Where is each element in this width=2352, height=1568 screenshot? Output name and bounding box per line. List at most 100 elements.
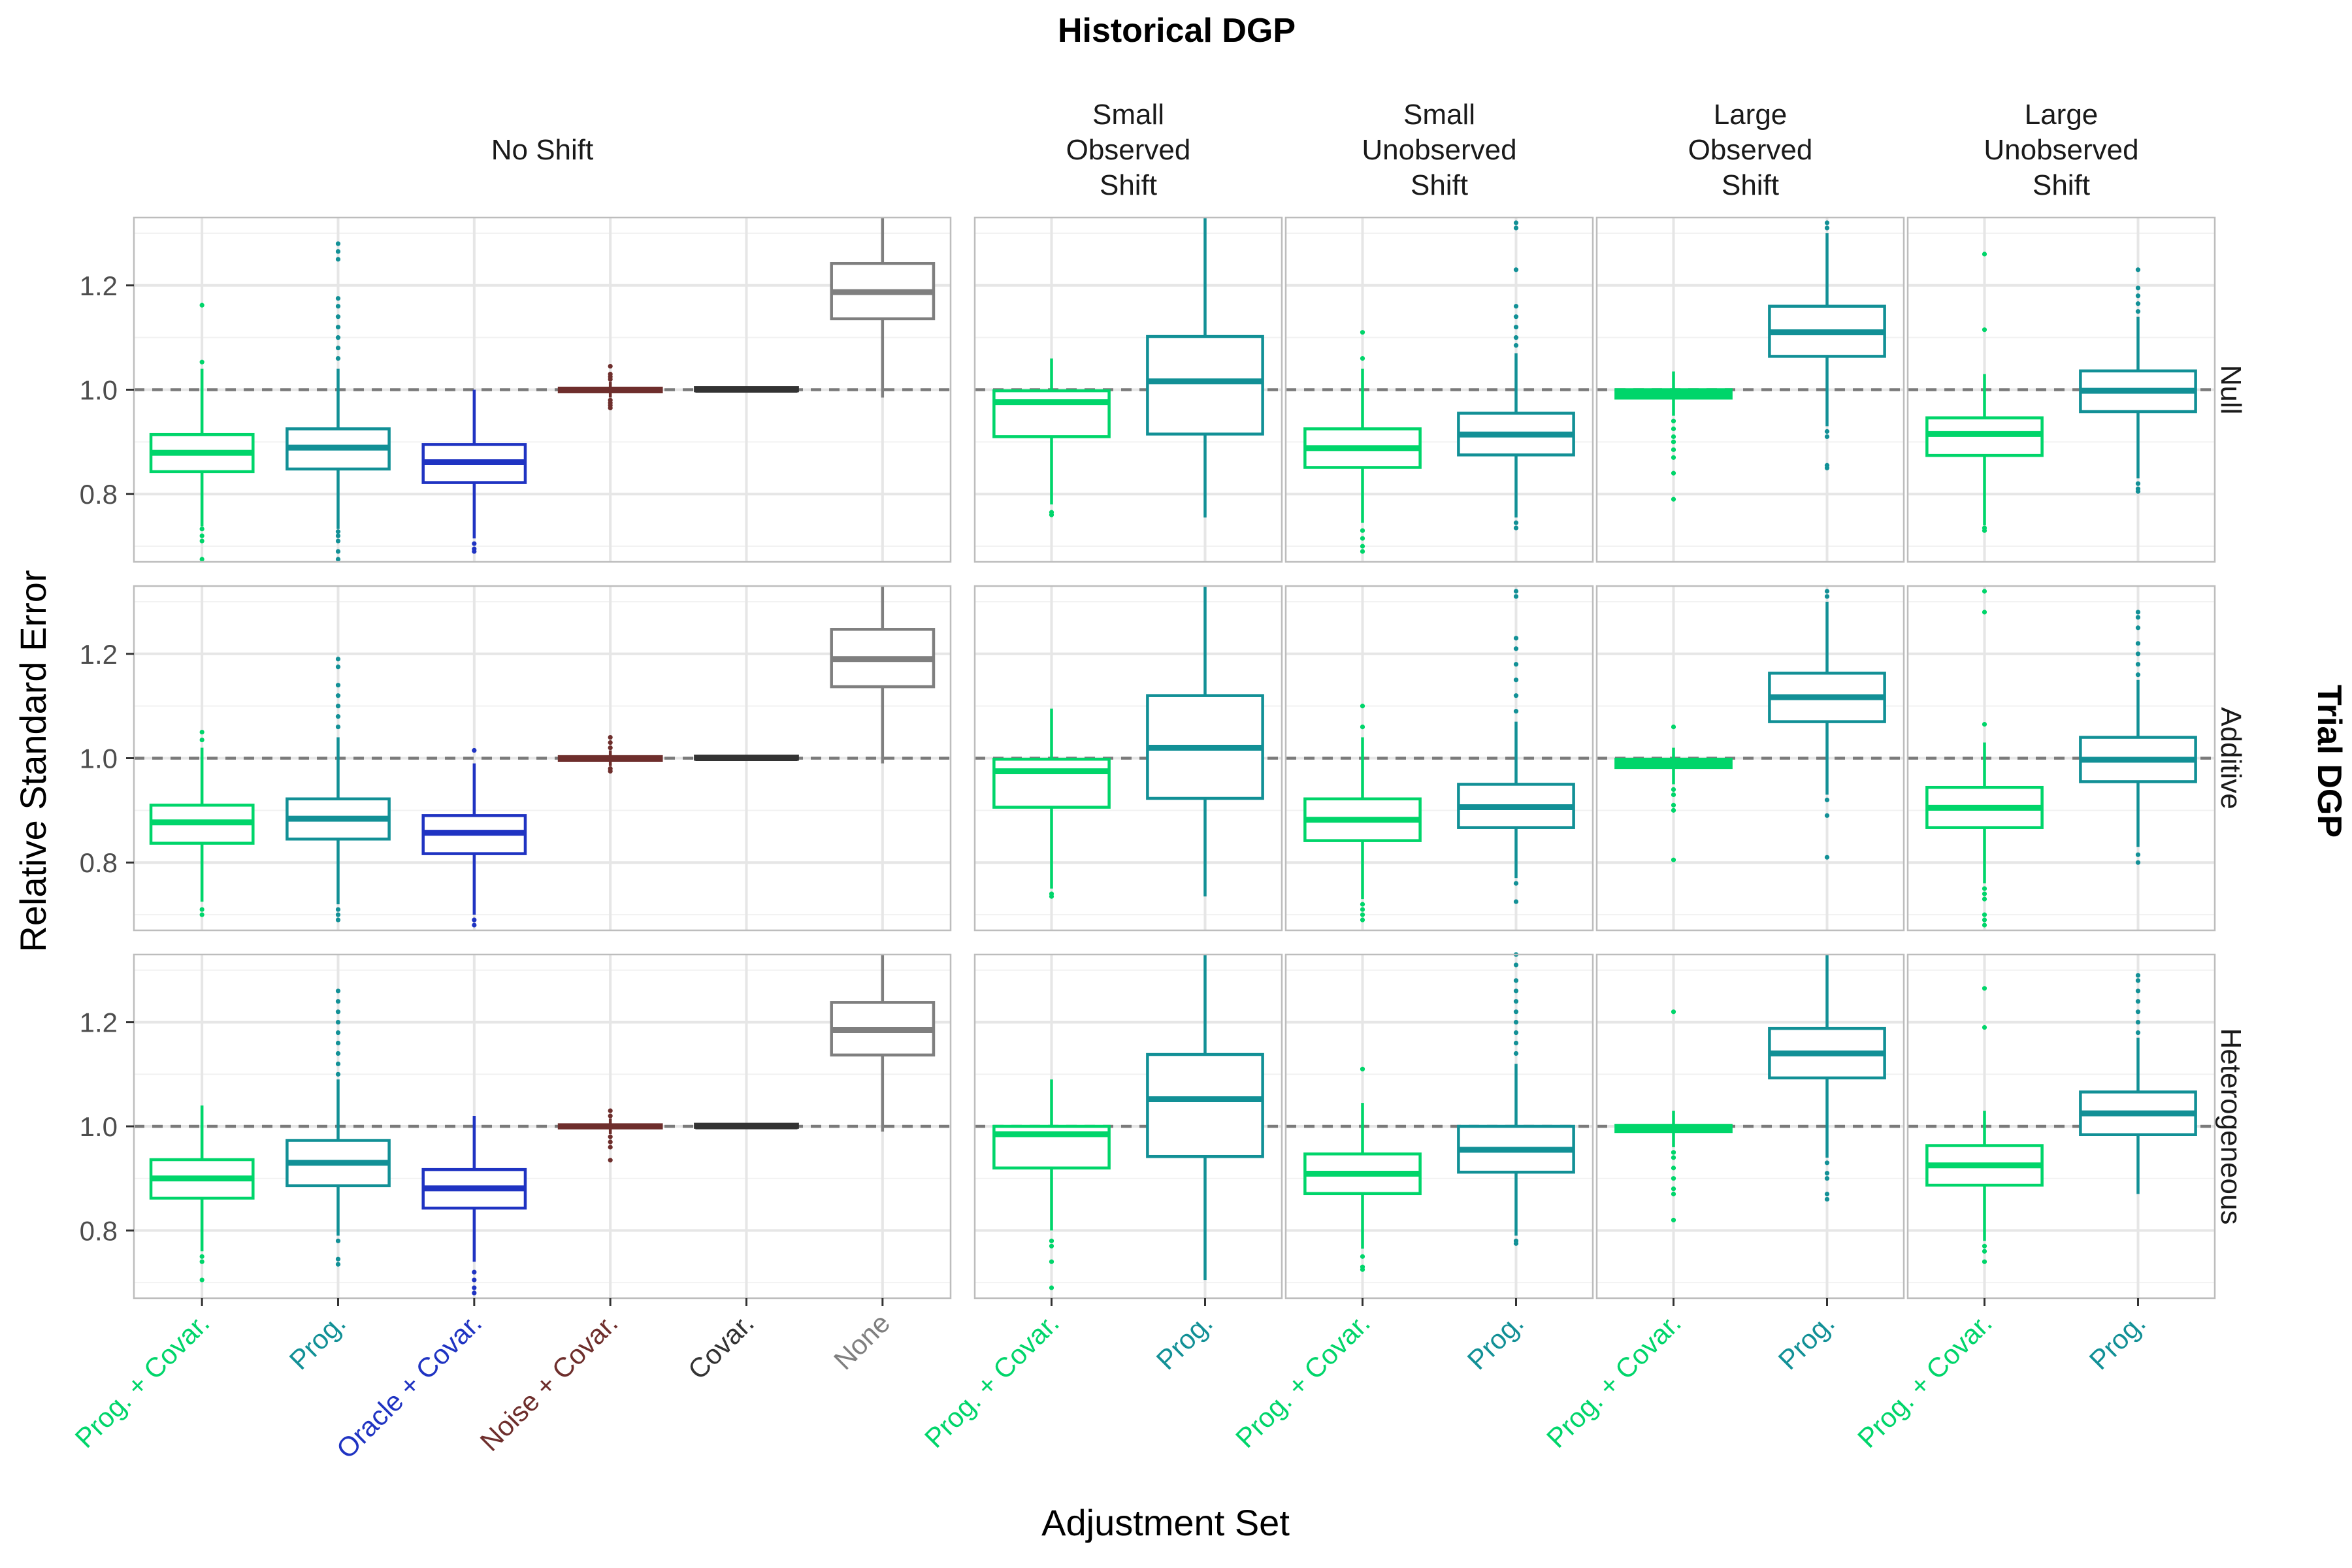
outlier-point (1982, 252, 1987, 257)
panel-border (1284, 585, 1594, 932)
outlier-point (1982, 886, 1987, 891)
panel-null-col-5 (1906, 216, 2216, 563)
outlier-point (1982, 912, 1987, 917)
panel-border (1906, 216, 2216, 563)
y-tick-label: 1.0 (80, 743, 118, 774)
outlier-point (1360, 1267, 1365, 1272)
outlier-point (1360, 907, 1365, 912)
boxplot-noise-covar (557, 1108, 663, 1163)
outlier-point (1671, 455, 1676, 460)
outlier-point (335, 907, 341, 912)
outlier-point (335, 988, 341, 994)
outlier-point (2135, 672, 2141, 678)
outlier-point (1824, 429, 1830, 434)
outlier-point (335, 296, 341, 301)
y-tick-label: 1.0 (80, 1111, 118, 1142)
outlier-point (1824, 465, 1830, 470)
y-tick-label: 0.8 (80, 479, 118, 510)
outlier-point (608, 1139, 613, 1145)
boxplot-prog-covar (1303, 330, 1422, 554)
boxplot-oracle-covar (421, 1116, 527, 1296)
outlier-point (1824, 434, 1830, 439)
outlier-point (2135, 293, 2141, 299)
boxplot-prog-covar (149, 729, 255, 917)
outlier-point (335, 1262, 341, 1267)
outlier-point (1671, 1150, 1676, 1155)
boxplot-prog (286, 988, 391, 1267)
outlier-point (1671, 792, 1676, 797)
outlier-point (608, 768, 613, 774)
outlier-point (335, 346, 341, 351)
outlier-point (199, 557, 204, 562)
outlier-point (1824, 855, 1830, 860)
boxplot-prog (1457, 220, 1575, 531)
y-tick-label: 1.2 (80, 270, 118, 301)
outlier-point (1982, 528, 1987, 533)
y-tick-label: 0.8 (80, 847, 118, 878)
boxplot-none (830, 586, 936, 764)
outlier-point (1360, 536, 1365, 541)
outlier-point (1513, 636, 1519, 641)
outlier-point (1824, 220, 1830, 225)
outlier-point (335, 1040, 341, 1046)
outlier-point (472, 1285, 477, 1290)
outlier-point (1360, 724, 1365, 730)
outlier-point (199, 359, 204, 365)
outlier-point (608, 740, 613, 745)
boxplot-oracle-covar (421, 389, 527, 554)
outlier-point (2135, 999, 2141, 1004)
outlier-point (2135, 610, 2141, 615)
outlier-point (2135, 309, 2141, 314)
outlier-point (1513, 1040, 1519, 1046)
panel-additive-col-2 (973, 585, 1283, 932)
outlier-point (1360, 902, 1365, 907)
outlier-point (1049, 1285, 1054, 1290)
column-strip-title: Observed (1066, 134, 1191, 166)
panel-additive-col-4 (1595, 585, 1905, 932)
outlier-point (2135, 978, 2141, 983)
boxplot-prog-covar (992, 708, 1111, 899)
outlier-point (1824, 1192, 1830, 1197)
outlier-point (335, 538, 341, 544)
boxplot-none (830, 218, 936, 398)
outlier-point (199, 729, 204, 735)
box (992, 757, 1111, 809)
outlier-point (1513, 594, 1519, 599)
boxplot-prog-covar (1925, 986, 2044, 1264)
outlier-point (2135, 286, 2141, 291)
outlier-point (1513, 225, 1519, 231)
boxplot-prog-covar (1614, 724, 1733, 862)
row-strip-label: Null (2215, 365, 2247, 415)
outlier-point (2135, 489, 2141, 494)
panel-border (1906, 953, 2216, 1299)
outlier-point (2135, 301, 2141, 306)
outlier-point (472, 1290, 477, 1296)
outlier-point (1513, 709, 1519, 714)
boxplot-prog (1146, 955, 1264, 1281)
boxplot-prog-covar (149, 302, 255, 562)
boxplot-prog (2079, 973, 2197, 1194)
row-strip-label: Heterogeneous (2215, 1028, 2247, 1225)
outlier-point (199, 737, 204, 743)
column-strip-title: Unobserved (1984, 134, 2138, 166)
outlier-point (335, 917, 341, 923)
outlier-point (2135, 1009, 2141, 1015)
outlier-point (199, 533, 204, 538)
y-tick-label: 1.0 (80, 375, 118, 406)
panel-border (1284, 216, 1594, 563)
panel-heterogeneous-col-5 (1906, 953, 2216, 1299)
outlier-point (1982, 610, 1987, 615)
outlier-point (1671, 808, 1676, 813)
outlier-point (1671, 1166, 1676, 1171)
outlier-point (199, 907, 204, 912)
outlier-point (608, 363, 613, 369)
boxplot-prog-covar (1303, 1066, 1422, 1272)
outlier-point (1513, 1020, 1519, 1025)
outlier-point (335, 325, 341, 330)
outlier-point (335, 1238, 341, 1243)
outlier-point (608, 1134, 613, 1139)
outlier-point (1049, 512, 1054, 517)
panel-border (1595, 216, 1905, 563)
outlier-point (199, 538, 204, 544)
outlier-point (1671, 426, 1676, 431)
